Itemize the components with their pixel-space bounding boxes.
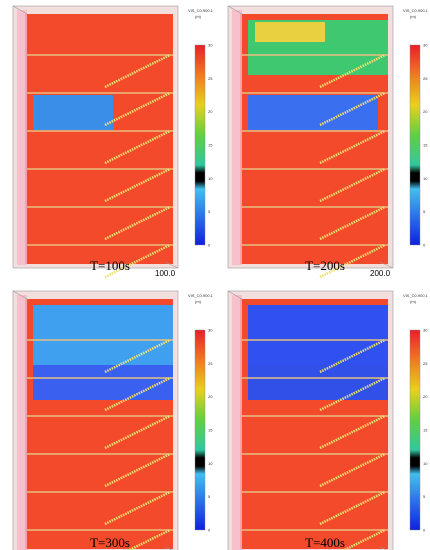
stair <box>104 243 171 279</box>
stair <box>104 338 171 374</box>
stair <box>319 167 386 203</box>
colorbar-tick-label: 20 <box>208 109 213 114</box>
colorbar-tick-label: 5 <box>423 209 426 214</box>
colorbar-tick-label: 20 <box>423 394 428 399</box>
colorbar-tick-label: 0 <box>423 528 426 533</box>
smoke-region <box>255 22 325 42</box>
smoke-region <box>248 305 388 365</box>
stair <box>319 452 386 488</box>
colorbar <box>194 329 206 531</box>
frame-edge <box>227 5 243 15</box>
frame-edge <box>379 261 394 269</box>
time-stamp: 200.0 <box>370 269 391 278</box>
panel-label: T=100s <box>90 258 130 273</box>
colorbar-tick-label: 25 <box>208 76 213 81</box>
stair <box>104 414 171 450</box>
stair <box>319 376 386 412</box>
colorbar-tick-label: 30 <box>423 43 428 48</box>
colorbar-title: VIS_C0.900.1 <box>188 293 214 298</box>
stair <box>126 528 171 550</box>
stair <box>104 167 171 203</box>
stair <box>319 490 386 526</box>
left-wall <box>17 10 27 265</box>
frame-edge <box>12 290 28 300</box>
frame-edge <box>164 546 173 550</box>
colorbar-unit: (m) <box>410 14 417 19</box>
colorbar-tick-label: 10 <box>208 176 213 181</box>
colorbar-unit: (m) <box>195 14 202 19</box>
stair <box>104 53 171 89</box>
colorbar-unit: (m) <box>410 299 417 304</box>
colorbar-title: VIS_C0.900.1 <box>188 8 214 13</box>
stair <box>104 205 171 241</box>
colorbar-tick-label: 30 <box>208 43 213 48</box>
panel-label: T=400s <box>305 535 345 550</box>
stair <box>104 91 171 127</box>
colorbar-tick-label: 0 <box>208 243 211 248</box>
colorbar-tick-label: 20 <box>423 109 428 114</box>
smoke-region <box>33 365 173 400</box>
smoke-region <box>248 95 378 130</box>
colorbar-title: VIS_C0.900.1 <box>403 293 429 298</box>
panel-label: T=200s <box>305 258 345 273</box>
colorbar <box>409 329 421 531</box>
colorbar-tick-label: 0 <box>208 528 211 533</box>
stair <box>319 205 386 241</box>
smoke-region <box>33 95 113 130</box>
frame-edge <box>227 290 243 300</box>
stair <box>319 338 386 374</box>
stair <box>319 129 386 165</box>
panel: 100.0 VIS_C0.900.1(m) 30 25 20 15 10 5 0 T=100s <box>12 5 214 279</box>
colorbar-unit: (m) <box>195 299 202 304</box>
frame-edge <box>164 261 179 269</box>
stair <box>104 452 171 488</box>
frame-edge <box>12 5 28 15</box>
colorbar-tick-label: 20 <box>208 394 213 399</box>
left-wall <box>17 295 27 550</box>
colorbar-tick-label: 25 <box>208 361 213 366</box>
colorbar <box>409 44 421 246</box>
panel: 200.0 VIS_C0.900.1(m) 30 25 20 15 10 5 0 T=200s <box>227 5 429 279</box>
panel-label: T=300s <box>90 535 130 550</box>
building-interior <box>25 14 173 264</box>
colorbar-tick-label: 15 <box>423 428 428 433</box>
colorbar-tick-label: 10 <box>423 176 428 181</box>
colorbar-tick-label: 0 <box>423 243 426 248</box>
colorbar-tick-label: 10 <box>423 461 428 466</box>
smoke-region <box>248 365 388 400</box>
stair <box>104 490 171 526</box>
colorbar-tick-label: 25 <box>423 76 428 81</box>
left-wall <box>232 295 242 550</box>
colorbar-tick-label: 25 <box>423 361 428 366</box>
left-wall <box>232 10 242 265</box>
colorbar-tick-label: 15 <box>423 143 428 148</box>
stair <box>104 376 171 412</box>
colorbar-tick-label: 30 <box>423 328 428 333</box>
colorbar-tick-label: 10 <box>208 461 213 466</box>
colorbar-tick-label: 5 <box>208 209 211 214</box>
stair <box>104 129 171 165</box>
stair <box>319 414 386 450</box>
stair <box>319 53 386 89</box>
colorbar-tick-label: 5 <box>208 494 211 499</box>
smoke-region <box>33 305 173 365</box>
frame-edge <box>379 546 388 550</box>
stair <box>341 528 386 550</box>
colorbar-title: VIS_C0.900.1 <box>403 8 429 13</box>
colorbar-tick-label: 5 <box>423 494 426 499</box>
colorbar-tick-label: 15 <box>208 428 213 433</box>
colorbar-tick-label: 15 <box>208 143 213 148</box>
colorbar <box>194 44 206 246</box>
stair <box>319 91 386 127</box>
stair <box>319 243 386 279</box>
colorbar-tick-label: 30 <box>208 328 213 333</box>
time-stamp: 100.0 <box>155 269 176 278</box>
